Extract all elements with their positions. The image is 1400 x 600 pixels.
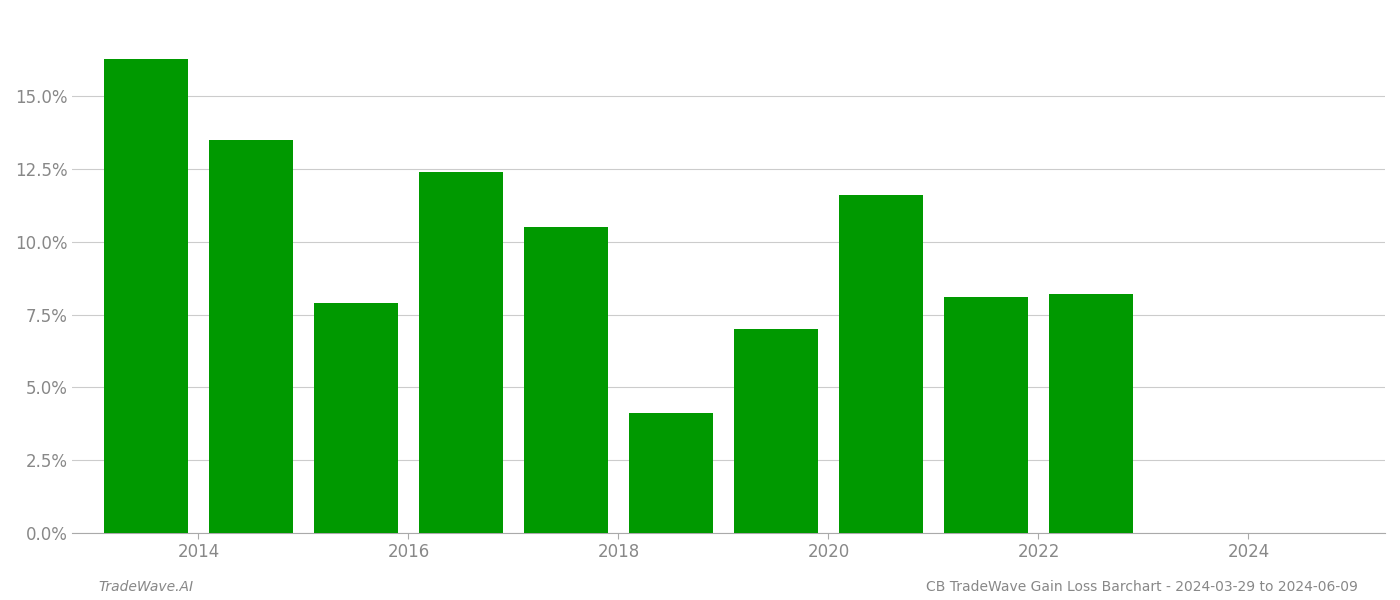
Bar	[629, 413, 713, 533]
Bar	[419, 172, 503, 533]
Bar	[104, 59, 188, 533]
Bar	[524, 227, 608, 533]
Bar	[734, 329, 818, 533]
Bar	[209, 140, 293, 533]
Text: CB TradeWave Gain Loss Barchart - 2024-03-29 to 2024-06-09: CB TradeWave Gain Loss Barchart - 2024-0…	[927, 580, 1358, 594]
Bar	[314, 303, 398, 533]
Bar	[944, 297, 1028, 533]
Bar	[839, 195, 923, 533]
Bar	[1049, 294, 1133, 533]
Text: TradeWave.AI: TradeWave.AI	[98, 580, 193, 594]
